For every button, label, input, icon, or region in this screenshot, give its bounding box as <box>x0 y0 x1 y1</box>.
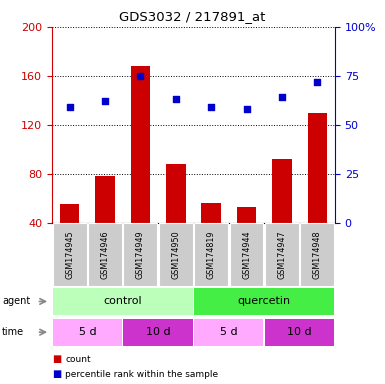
Point <box>314 79 320 85</box>
Bar <box>237 207 256 223</box>
Bar <box>272 159 291 223</box>
Text: GSM174945: GSM174945 <box>65 230 74 279</box>
Text: GSM174947: GSM174947 <box>277 230 286 279</box>
Bar <box>131 66 150 223</box>
Text: ■: ■ <box>52 354 61 364</box>
Text: ■: ■ <box>52 369 61 379</box>
Point <box>67 104 73 110</box>
Text: GSM174950: GSM174950 <box>171 230 180 279</box>
Text: GSM174946: GSM174946 <box>100 230 110 279</box>
Text: 10 d: 10 d <box>287 327 312 337</box>
Point <box>173 96 179 103</box>
Bar <box>166 164 186 223</box>
Bar <box>201 203 221 223</box>
Text: 10 d: 10 d <box>146 327 171 337</box>
Text: GSM174819: GSM174819 <box>207 230 216 279</box>
Text: control: control <box>104 296 142 306</box>
Text: GSM174948: GSM174948 <box>313 230 322 279</box>
Text: percentile rank within the sample: percentile rank within the sample <box>65 370 219 379</box>
Point <box>137 73 144 79</box>
Bar <box>60 204 79 223</box>
Point <box>102 98 108 104</box>
Bar <box>308 113 327 223</box>
Text: quercetin: quercetin <box>238 296 291 306</box>
Text: GDS3032 / 217891_at: GDS3032 / 217891_at <box>119 10 266 23</box>
Text: time: time <box>2 327 24 337</box>
Text: 5 d: 5 d <box>79 327 96 337</box>
Point <box>208 104 214 110</box>
Point <box>279 94 285 101</box>
Text: count: count <box>65 354 91 364</box>
Text: GSM174949: GSM174949 <box>136 230 145 279</box>
Text: GSM174944: GSM174944 <box>242 230 251 279</box>
Point <box>243 106 249 112</box>
Text: agent: agent <box>2 296 30 306</box>
Bar <box>95 176 115 223</box>
Text: 5 d: 5 d <box>220 327 238 337</box>
